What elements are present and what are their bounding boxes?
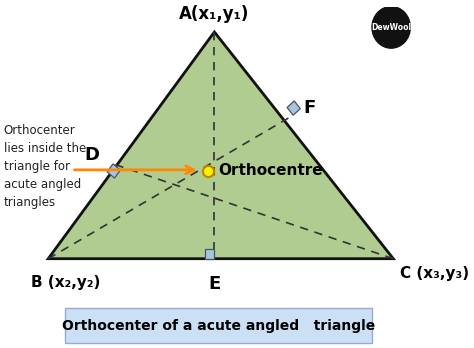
- Text: Orthocenter of a acute angled   triangle: Orthocenter of a acute angled triangle: [62, 318, 375, 333]
- Text: Orthocenter
lies inside the
triangle for
acute angled
triangles: Orthocenter lies inside the triangle for…: [3, 124, 86, 209]
- Polygon shape: [48, 32, 393, 259]
- Polygon shape: [107, 164, 120, 178]
- Text: E: E: [208, 275, 220, 293]
- Circle shape: [372, 7, 410, 48]
- Text: C (x₃,y₃): C (x₃,y₃): [400, 266, 469, 280]
- Text: DewWool: DewWool: [371, 23, 411, 32]
- Text: B (x₂,y₂): B (x₂,y₂): [31, 275, 100, 290]
- FancyBboxPatch shape: [65, 308, 373, 343]
- Text: F: F: [304, 99, 316, 117]
- Polygon shape: [205, 248, 214, 259]
- Text: D: D: [84, 145, 100, 164]
- Polygon shape: [287, 101, 301, 115]
- Text: A(x₁,y₁): A(x₁,y₁): [179, 5, 250, 23]
- Text: Orthocentre: Orthocentre: [219, 163, 323, 178]
